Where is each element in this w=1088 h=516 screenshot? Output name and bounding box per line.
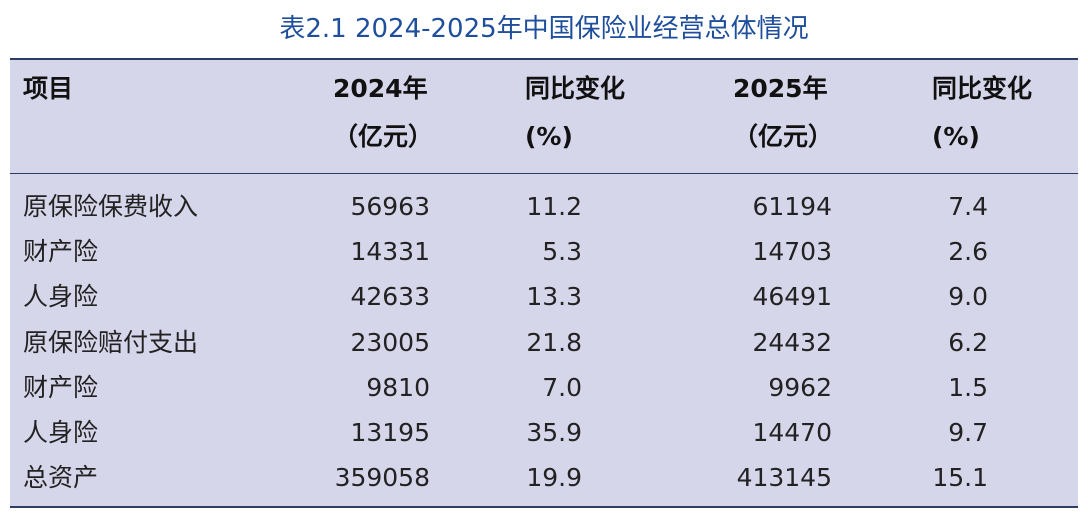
header-cell: 2025年 <box>733 74 828 103</box>
table-cell: 14331 <box>350 237 430 267</box>
header-separator <box>10 173 1078 174</box>
header-cell: 项目 <box>23 74 74 103</box>
table-cell: 7.0 <box>542 372 582 402</box>
table-cell: 24432 <box>752 327 832 357</box>
header-cell: 同比变化 <box>932 74 1033 103</box>
row-label: 原保险赔付支出 <box>23 327 199 357</box>
table-cell: 14470 <box>752 418 832 447</box>
header-cell: (%) <box>932 122 980 151</box>
table-cell: 61194 <box>752 192 832 221</box>
header-cell: 2024年 <box>333 74 428 103</box>
table-cell: 19.9 <box>526 463 582 493</box>
table-cell: 46491 <box>752 282 832 312</box>
table-cell: 7.4 <box>948 192 988 221</box>
row-label: 总资产 <box>23 463 99 493</box>
header-cell: 同比变化 <box>525 74 626 103</box>
table-cell: 13.3 <box>526 282 582 312</box>
table-cell: 1.5 <box>948 372 988 402</box>
row-label: 人身险 <box>23 418 99 447</box>
table-cell: 15.1 <box>932 463 988 493</box>
row-label: 原保险保费收入 <box>23 192 199 221</box>
row-label: 财产险 <box>23 237 99 267</box>
table-cell: 359058 <box>334 463 430 493</box>
header-cell: (%) <box>525 122 573 151</box>
table-cell: 14703 <box>752 237 832 267</box>
table-cell: 9962 <box>768 372 832 402</box>
table-cell: 42633 <box>350 282 430 312</box>
table-cell: 5.3 <box>542 237 582 267</box>
table-cell: 23005 <box>350 327 430 357</box>
table-cell: 13195 <box>350 418 430 447</box>
table-cell: 35.9 <box>526 418 582 447</box>
header-cell: （亿元） <box>333 122 434 151</box>
table-cell: 56963 <box>350 192 430 221</box>
row-label: 财产险 <box>23 372 99 402</box>
table-cell: 413145 <box>736 463 832 493</box>
table-cell: 11.2 <box>526 192 582 221</box>
header-cell: （亿元） <box>733 122 834 151</box>
table-cell: 9.0 <box>948 282 988 312</box>
table-cell: 6.2 <box>948 327 988 357</box>
table-cell: 21.8 <box>526 327 582 357</box>
table-cell: 2.6 <box>948 237 988 267</box>
table-title: 表2.1 2024-2025年中国保险业经营总体情况 <box>279 14 809 44</box>
table-cell: 9810 <box>366 372 430 402</box>
table-cell: 9.7 <box>948 418 988 447</box>
table: 项目 2024年 （亿元） 同比变化 (%) 2025年 （亿元） 同比变化 (%) 原保险保费收… <box>10 58 1078 508</box>
row-label: 人身险 <box>23 282 99 312</box>
